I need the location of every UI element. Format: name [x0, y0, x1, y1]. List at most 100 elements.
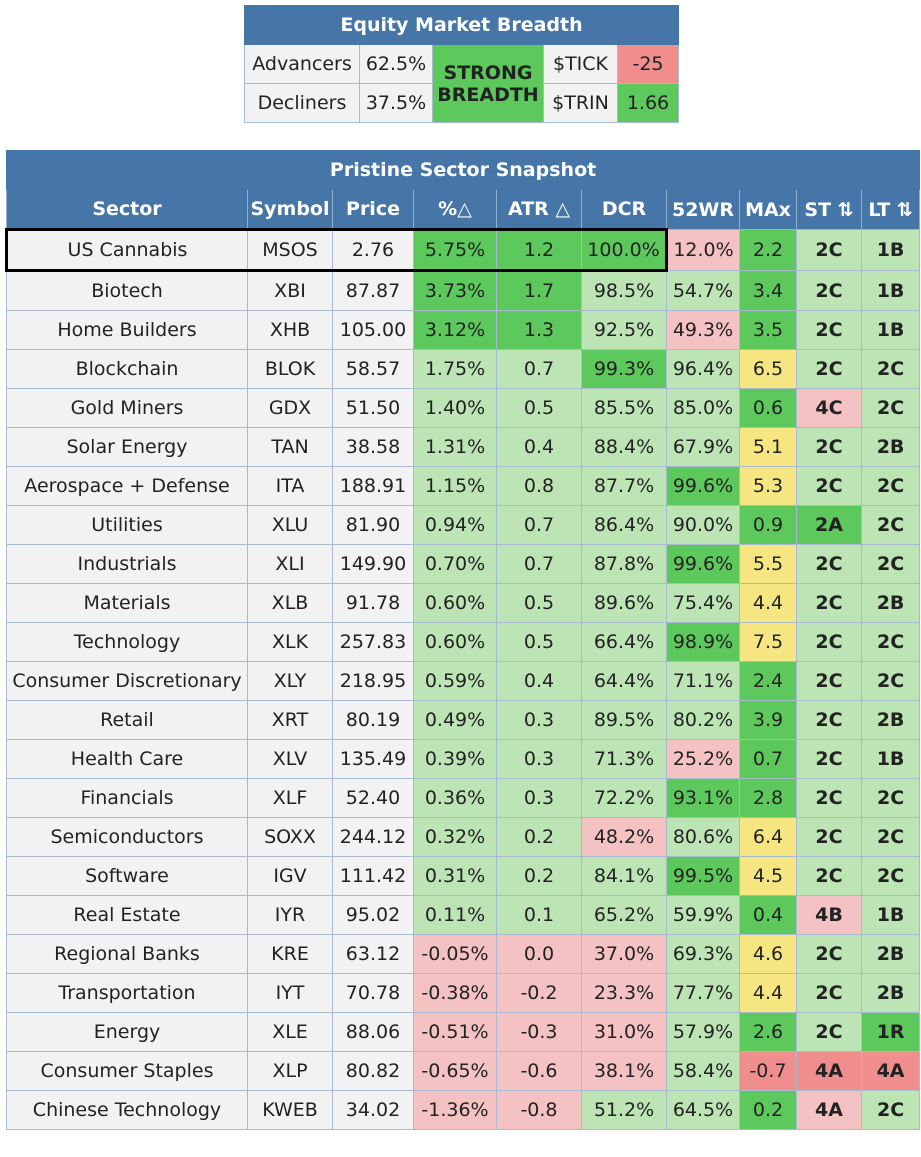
atr-change-cell: 0.7 — [496, 349, 582, 389]
sector-snapshot-table: Pristine Sector Snapshot Sector Symbol P… — [5, 150, 921, 1130]
dcr-cell: 31.0% — [581, 1012, 667, 1052]
symbol-cell: XLP — [247, 1051, 333, 1091]
52wr-cell: 64.5% — [666, 1090, 740, 1130]
sector-header-row: Sector Symbol Price %△ ATR △ DCR 52WR MA… — [6, 189, 921, 230]
52wr-cell: 96.4% — [666, 349, 740, 389]
sector-row: Technology XLK 257.83 0.60% 0.5 66.4% 98.9% 7.5… — [6, 622, 921, 662]
st-cell: 2C — [796, 229, 862, 271]
lt-cell: 2B — [860, 973, 921, 1013]
sector-row: Materials XLB 91.78 0.60% 0.5 89.6% 75.4% 4.4 2C… — [6, 583, 921, 623]
symbol-cell: XLE — [247, 1012, 333, 1052]
pct-change-cell: 0.36% — [413, 778, 497, 818]
pct-change-cell: 0.11% — [413, 895, 497, 935]
sector-name-cell: Semiconductors — [6, 817, 248, 857]
pct-change-cell: 1.75% — [413, 349, 497, 389]
breadth-status-line1: STRONG — [443, 61, 533, 84]
atr-change-cell: 0.5 — [496, 622, 582, 662]
pct-change-cell: 3.73% — [413, 270, 497, 311]
pct-change-cell: 5.75% — [413, 228, 497, 272]
symbol-cell: XRT — [247, 700, 333, 740]
price-cell: 88.06 — [332, 1012, 414, 1052]
st-cell: 2C — [796, 817, 862, 857]
header-max[interactable]: MAx — [739, 189, 797, 230]
lt-cell: 1R — [860, 1012, 921, 1052]
symbol-cell: XLV — [247, 739, 333, 779]
price-cell: 111.42 — [332, 856, 414, 896]
pct-change-cell: 0.39% — [413, 739, 497, 779]
52wr-cell: 12.0% — [666, 229, 740, 271]
sector-row: Retail XRT 80.19 0.49% 0.3 89.5% 80.2% 3.9 2C 2B — [6, 700, 921, 740]
header-st[interactable]: ST ⇅ — [796, 189, 862, 230]
sector-row: Blockchain BLOK 58.57 1.75% 0.7 99.3% 96.4% 6.5… — [6, 349, 921, 389]
sector-row: Consumer Staples XLP 80.82 -0.65% -0.6 38.1% 5… — [6, 1051, 921, 1091]
sector-snapshot-title: Pristine Sector Snapshot — [5, 150, 921, 190]
sector-row: Regional Banks KRE 63.12 -0.05% 0.0 37.0% 69.3… — [6, 934, 921, 974]
symbol-cell: XBI — [247, 270, 333, 311]
header-dcr[interactable]: DCR — [581, 189, 667, 230]
st-cell: 2C — [796, 856, 862, 896]
st-cell: 4A — [796, 1051, 862, 1091]
dcr-cell: 84.1% — [581, 856, 667, 896]
sector-row: Home Builders XHB 105.00 3.12% 1.3 92.5% 49.3%… — [6, 310, 921, 350]
52wr-cell: 71.1% — [666, 661, 740, 701]
atr-change-cell: 1.2 — [496, 228, 582, 272]
52wr-cell: 69.3% — [666, 934, 740, 974]
dcr-cell: 71.3% — [581, 739, 667, 779]
price-cell: 2.76 — [332, 228, 414, 272]
atr-change-cell: -0.2 — [496, 973, 582, 1013]
sector-row: Industrials XLI 149.90 0.70% 0.7 87.8% 99.6% 5.… — [6, 544, 921, 584]
dcr-cell: 92.5% — [581, 310, 667, 350]
sector-row: Software IGV 111.42 0.31% 0.2 84.1% 99.5% 4.5 2C… — [6, 856, 921, 896]
st-cell: 2C — [796, 739, 862, 779]
sector-name-cell: Transportation — [6, 973, 248, 1013]
price-cell: 51.50 — [332, 388, 414, 428]
atr-change-cell: 0.1 — [496, 895, 582, 935]
symbol-cell: XLY — [247, 661, 333, 701]
atr-change-cell: -0.6 — [496, 1051, 582, 1091]
52wr-cell: 90.0% — [666, 505, 740, 545]
max-cell: 0.4 — [739, 895, 797, 935]
52wr-cell: 80.6% — [666, 817, 740, 857]
max-cell: 5.1 — [739, 427, 797, 467]
price-cell: 218.95 — [332, 661, 414, 701]
st-cell: 2C — [796, 583, 862, 623]
st-cell: 4A — [796, 1090, 862, 1130]
max-cell: 2.4 — [739, 661, 797, 701]
header-lt[interactable]: LT ⇅ — [860, 189, 921, 230]
sector-name-cell: Real Estate — [6, 895, 248, 935]
pct-change-cell: 0.59% — [413, 661, 497, 701]
sector-name-cell: Gold Miners — [6, 388, 248, 428]
pct-change-cell: 0.32% — [413, 817, 497, 857]
atr-change-cell: 0.2 — [496, 817, 582, 857]
sector-name-cell: Chinese Technology — [6, 1090, 248, 1130]
pct-change-cell: 0.31% — [413, 856, 497, 896]
52wr-cell: 59.9% — [666, 895, 740, 935]
pct-change-cell: 1.31% — [413, 427, 497, 467]
decliners-value: 37.5% — [359, 83, 433, 123]
st-cell: 2C — [796, 1012, 862, 1052]
header-sector[interactable]: Sector — [6, 189, 248, 230]
price-cell: 91.78 — [332, 583, 414, 623]
symbol-cell: IYR — [247, 895, 333, 935]
header-price[interactable]: Price — [332, 189, 414, 230]
sector-row: Financials XLF 52.40 0.36% 0.3 72.2% 93.1% 2.8 2… — [6, 778, 921, 818]
st-cell: 2C — [796, 310, 862, 350]
max-cell: 4.5 — [739, 856, 797, 896]
symbol-cell: IYT — [247, 973, 333, 1013]
price-cell: 87.87 — [332, 270, 414, 311]
sector-name-cell: Energy — [6, 1012, 248, 1052]
pct-change-cell: 3.12% — [413, 310, 497, 350]
lt-cell: 2C — [860, 544, 921, 584]
max-cell: 2.8 — [739, 778, 797, 818]
dcr-cell: 99.3% — [581, 349, 667, 389]
header-symbol[interactable]: Symbol — [247, 189, 333, 230]
pct-change-cell: -0.51% — [413, 1012, 497, 1052]
atr-change-cell: 0.3 — [496, 700, 582, 740]
sector-row: Solar Energy TAN 38.58 1.31% 0.4 88.4% 67.9% 5.… — [6, 427, 921, 467]
symbol-cell: KWEB — [247, 1090, 333, 1130]
sector-name-cell: Financials — [6, 778, 248, 818]
header-52wr[interactable]: 52WR — [666, 189, 740, 230]
dcr-cell: 66.4% — [581, 622, 667, 662]
header-pct-change[interactable]: %△ — [413, 189, 497, 230]
header-atr-change[interactable]: ATR △ — [496, 189, 582, 230]
